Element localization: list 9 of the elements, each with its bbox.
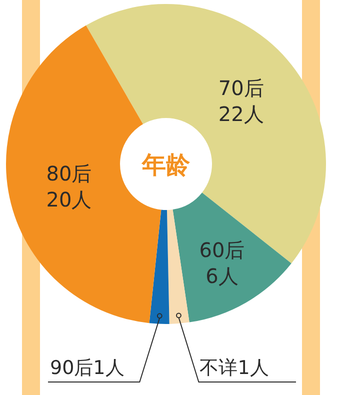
- slice-label: 60后: [199, 238, 245, 262]
- data-label: 20人: [46, 188, 92, 212]
- slice-label: 80后: [46, 162, 92, 186]
- slice-label: 不详1人: [200, 357, 269, 379]
- data-label: 6人: [206, 264, 238, 288]
- text: 年龄: [141, 151, 191, 179]
- slice-label: 70后: [218, 76, 264, 100]
- data-label: 22人: [218, 102, 264, 126]
- slice-label: 90后1人: [50, 357, 124, 379]
